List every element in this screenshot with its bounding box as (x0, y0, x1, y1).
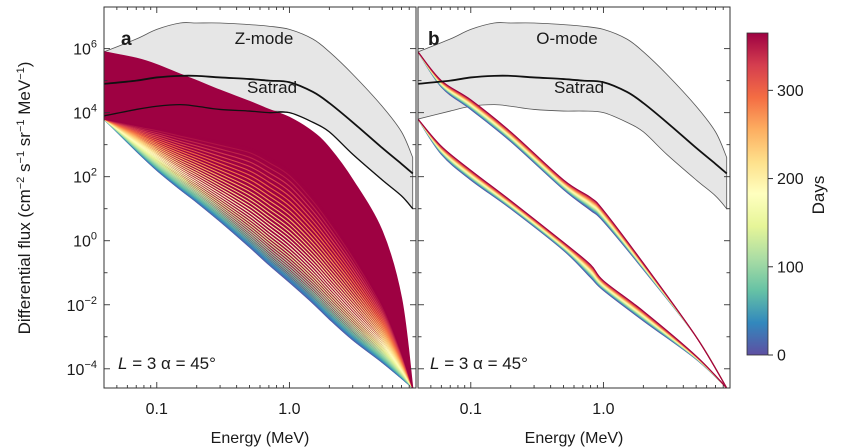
evolution-curve (104, 118, 414, 388)
colorbar-tick-label: 300 (777, 83, 804, 100)
x-tick-label: 1.0 (278, 401, 300, 418)
y-tick-label: 106 (73, 39, 97, 59)
panel-b-curves (418, 51, 728, 388)
panel-b: b O-mode Satrad L = 3 α = 45° Energy (Me… (417, 6, 731, 447)
evolution-curve (104, 118, 414, 388)
panel-b-title: O-mode (536, 29, 597, 48)
evolution-curve (104, 118, 414, 388)
evolution-curve (104, 118, 414, 388)
panel-b-letter: b (428, 29, 440, 50)
panel-a-evolution-curves (104, 51, 414, 388)
evolution-curve (104, 118, 414, 388)
evolution-curve (104, 118, 414, 388)
y-tick-labels: 106 104 102 100 10−2 10−4 (67, 39, 97, 379)
evolution-curve (104, 118, 414, 388)
x-tick-label: 0.1 (460, 401, 482, 418)
evolution-curve (104, 118, 414, 388)
x-tick-label: 0.1 (146, 401, 168, 418)
panel-a-annotation: L = 3 α = 45° (118, 354, 216, 373)
evolution-curve (104, 118, 414, 388)
panel-b-ticks (417, 7, 731, 388)
panel-b-satrad-label: Satrad (554, 78, 604, 97)
colorbar-tick-label: 0 (777, 348, 786, 365)
evolution-curve (104, 118, 414, 388)
colorbar-tick-label: 200 (777, 171, 804, 188)
evolution-curve (104, 118, 414, 388)
satrad-lower-line (104, 103, 414, 210)
evolution-curve (104, 118, 414, 388)
colorbar: 0 100 200 300 Days (746, 32, 828, 365)
final-upper-curve (104, 51, 414, 388)
panel-a-ticks (103, 7, 417, 388)
panel-b-annotation: L = 3 α = 45° (430, 354, 528, 373)
evolution-curve (104, 118, 414, 388)
colorbar-bar (746, 32, 769, 356)
panel-b-satrad-lines (418, 74, 728, 175)
o-mode-curve (418, 51, 728, 388)
panel-b-satrad-band (418, 22, 728, 210)
panel-a-title: Z-mode (235, 29, 294, 48)
panel-a-satrad-label: Satrad (247, 78, 297, 97)
evolution-curve (104, 118, 414, 388)
evolution-curve (104, 118, 414, 388)
evolution-curve (104, 118, 414, 388)
evolution-curve (104, 118, 414, 388)
panel-a-satrad-lines (104, 74, 414, 210)
evolution-curve (104, 118, 414, 388)
y-tick-label: 102 (73, 167, 97, 187)
evolution-curve (104, 118, 414, 388)
y-tick-label: 104 (73, 103, 97, 123)
evolution-curve (104, 118, 414, 388)
y-tick-label: 100 (73, 231, 97, 251)
evolution-curve (104, 118, 414, 388)
colorbar-tick-label: 100 (777, 259, 804, 276)
evolution-curve (104, 118, 414, 388)
o-mode-curve (418, 118, 728, 388)
evolution-curve (104, 118, 414, 388)
y-tick-label: 10−2 (67, 295, 97, 315)
evolution-curve (104, 118, 414, 388)
evolution-curve (104, 118, 414, 388)
y-tick-label: 10−4 (67, 359, 97, 379)
colorbar-label: Days (809, 176, 828, 215)
panel-a: a Z-mode Satrad L = 3 α = 45° Energy (Me… (103, 6, 417, 447)
satrad-median-line (104, 74, 414, 175)
y-axis-label: Differential flux (cm−2 s−1 sr−1 MeV−1) (15, 62, 34, 335)
evolution-curve (104, 118, 414, 388)
panel-a-x-tick-labels: 0.1 1.0 (146, 401, 301, 418)
evolution-curve (104, 118, 414, 388)
satrad-median-line (418, 74, 728, 175)
panel-a-xlabel: Energy (MeV) (211, 430, 310, 447)
panel-a-letter: a (121, 29, 132, 50)
evolution-curve (104, 118, 414, 388)
x-tick-label: 1.0 (592, 401, 614, 418)
evolution-curve (104, 118, 414, 388)
satrad-band-fill (418, 22, 728, 210)
panel-b-x-tick-labels: 0.1 1.0 (460, 401, 615, 418)
panel-b-xlabel: Energy (MeV) (525, 430, 624, 447)
colorbar-ticks: 0 100 200 300 (768, 83, 804, 365)
